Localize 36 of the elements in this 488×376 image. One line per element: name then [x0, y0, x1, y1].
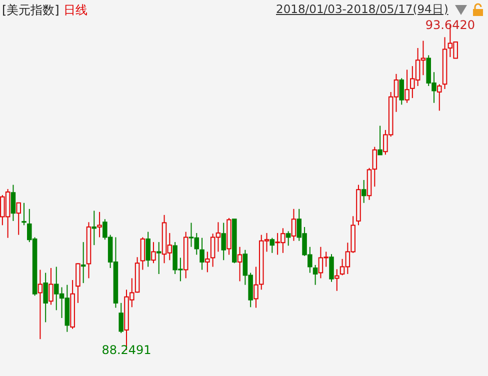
candlestick — [38, 269, 43, 340]
candlestick — [10, 184, 16, 222]
candlestick — [334, 268, 340, 292]
candlestick — [372, 146, 378, 188]
candlestick — [92, 210, 97, 246]
candlestick — [156, 242, 162, 275]
candlestick — [76, 262, 80, 304]
candlestick — [22, 202, 26, 226]
candlestick — [200, 237, 204, 270]
candlestick — [291, 208, 296, 242]
text: 2018/01/03-2018/05/17(94日) — [276, 2, 448, 17]
candlestick — [151, 242, 156, 264]
candlestick — [48, 267, 54, 306]
candlestick — [270, 237, 275, 254]
candlestick — [140, 236, 146, 270]
candlestick — [404, 69, 410, 104]
chart-title: [美元指数] — [2, 3, 60, 17]
candlestick — [221, 222, 226, 261]
candlestick — [43, 272, 48, 323]
candlestick — [80, 242, 86, 284]
candlestick — [146, 231, 150, 268]
candlestick — [329, 254, 334, 282]
candlestick — [378, 125, 382, 156]
chart-subtitle: 日线 — [63, 3, 88, 17]
candlestick — [237, 246, 242, 282]
annotation: 93.6420 — [425, 18, 475, 32]
candlestick — [361, 180, 366, 204]
candlestick — [399, 78, 404, 106]
candlestick — [286, 230, 291, 246]
candlestick — [16, 202, 21, 236]
candlestick — [205, 251, 210, 273]
candlestick — [312, 264, 318, 286]
annotation: 88.2491 — [102, 343, 152, 357]
candlestick — [118, 302, 124, 334]
candlestick — [97, 211, 102, 238]
candlestick — [437, 84, 442, 112]
